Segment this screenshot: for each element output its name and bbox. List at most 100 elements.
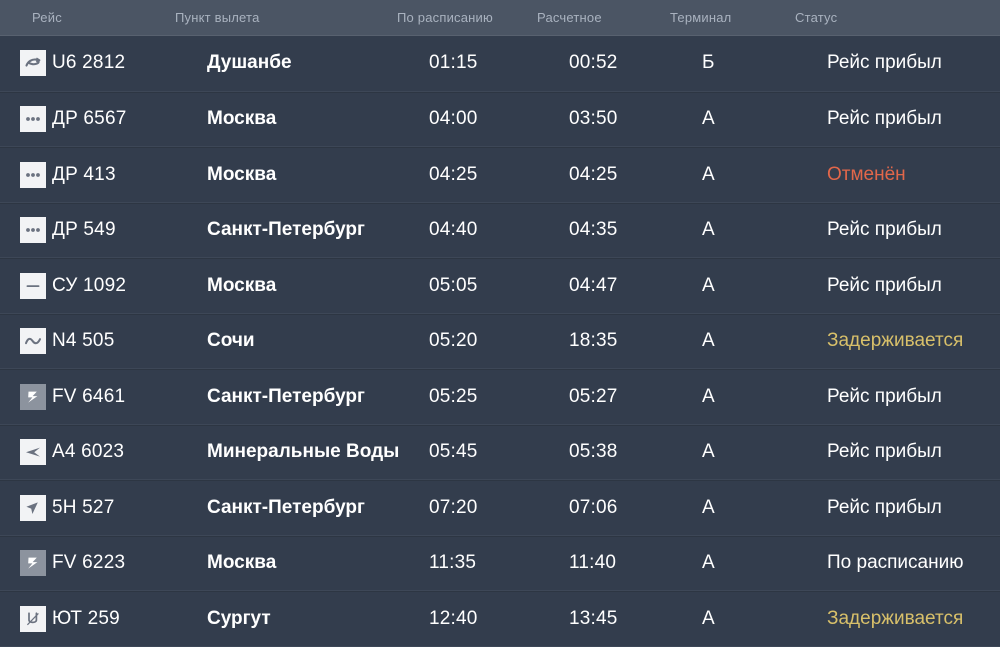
terminal-code: А (702, 163, 715, 185)
column-header-terminal: Терминал (670, 10, 732, 25)
table-row[interactable]: ЮТ 259 Сургут 12:40 13:45 А Задерживается (0, 591, 1000, 647)
status-badge: Рейс прибыл (827, 441, 942, 463)
azimuth-triangle-icon (20, 439, 46, 466)
airline-logo-cell (20, 161, 46, 188)
origin-city: Москва (207, 552, 277, 574)
flight-number: FV 6461 (52, 385, 126, 407)
origin-city: Санкт-Петербург (207, 496, 365, 518)
table-row[interactable]: 5H 527 Санкт-Петербург 07:20 07:06 А Рейс при… (0, 480, 1000, 536)
terminal-code: А (702, 607, 715, 629)
status-badge: Рейс прибыл (827, 385, 942, 407)
rossiya-r-icon (20, 383, 46, 410)
airline-logo-cell (20, 494, 46, 521)
scheduled-time: 04:40 (429, 219, 478, 241)
estimated-time: 03:50 (569, 108, 618, 130)
airline-logo-cell (20, 383, 46, 410)
status-badge: Задерживается (827, 330, 964, 352)
terminal-code: А (702, 552, 715, 574)
ural-airlines-swoosh-icon (20, 50, 46, 77)
airline-logo-cell (20, 106, 46, 133)
utair-u-icon (20, 605, 46, 632)
origin-city: Сочи (207, 330, 255, 352)
terminal-code: А (702, 385, 715, 407)
origin-city: Санкт-Петербург (207, 219, 365, 241)
table-row[interactable]: ДР 413 Москва 04:25 04:25 А Отменён (0, 147, 1000, 203)
table-row[interactable]: ДР 549 Санкт-Петербург 04:40 04:35 А Рейс при… (0, 202, 1000, 258)
estimated-time: 05:38 (569, 441, 618, 463)
terminal-code: А (702, 108, 715, 130)
table-row[interactable]: N4 505 Сочи 05:20 18:35 А Задерживается (0, 313, 1000, 369)
status-badge: Рейс прибыл (827, 274, 942, 296)
three-dots-icon (20, 106, 46, 133)
table-row[interactable]: FV 6223 Москва 11:35 11:40 А По расписанию (0, 535, 1000, 591)
estimated-time: 18:35 (569, 330, 618, 352)
status-badge: Рейс прибыл (827, 496, 942, 518)
aeroflot-dash-icon (20, 272, 46, 299)
estimated-time: 07:06 (569, 496, 618, 518)
table-row[interactable]: A4 6023 Минеральные Воды 05:45 05:38 А Рейс п… (0, 424, 1000, 480)
column-header-schedule: По расписанию (397, 10, 493, 25)
flight-number: U6 2812 (52, 52, 126, 74)
scheduled-time: 04:25 (429, 163, 478, 185)
diagonal-arrow-icon (20, 494, 46, 521)
status-badge: Задерживается (827, 607, 964, 629)
scheduled-time: 12:40 (429, 607, 478, 629)
table-header-row: Рейс Пункт вылета По расписанию Расчетно… (0, 0, 1000, 36)
estimated-time: 05:27 (569, 385, 618, 407)
origin-city: Москва (207, 163, 277, 185)
flight-number: ЮТ 259 (52, 607, 120, 629)
status-badge: Рейс прибыл (827, 52, 942, 74)
status-badge: По расписанию (827, 552, 964, 574)
terminal-code: А (702, 219, 715, 241)
flight-number: A4 6023 (52, 441, 125, 463)
airline-logo-cell (20, 50, 46, 77)
scheduled-time: 05:25 (429, 385, 478, 407)
status-badge: Отменён (827, 163, 906, 185)
terminal-code: Б (702, 52, 715, 74)
origin-city: Москва (207, 274, 277, 296)
airline-logo-cell (20, 217, 46, 244)
airline-logo-cell (20, 605, 46, 632)
table-row[interactable]: СУ 1092 Москва 05:05 04:47 А Рейс прибыл (0, 258, 1000, 314)
wave-icon (20, 328, 46, 355)
flight-number: ДР 549 (52, 219, 116, 241)
flight-number: ДР 413 (52, 163, 116, 185)
status-badge: Рейс прибыл (827, 219, 942, 241)
scheduled-time: 11:35 (429, 552, 477, 574)
scheduled-time: 05:05 (429, 274, 478, 296)
airline-logo-cell (20, 550, 46, 577)
rossiya-r-icon (20, 550, 46, 577)
airline-logo-cell (20, 439, 46, 466)
terminal-code: А (702, 441, 715, 463)
airline-logo-cell (20, 328, 46, 355)
flight-number: FV 6223 (52, 552, 126, 574)
scheduled-time: 04:00 (429, 108, 478, 130)
estimated-time: 00:52 (569, 52, 618, 74)
flight-number: 5H 527 (52, 496, 115, 518)
three-dots-icon (20, 217, 46, 244)
flight-number: ДР 6567 (52, 108, 127, 130)
scheduled-time: 05:45 (429, 441, 478, 463)
flight-number: СУ 1092 (52, 274, 127, 296)
origin-city: Минеральные Воды (207, 441, 400, 463)
scheduled-time: 07:20 (429, 496, 478, 518)
column-header-status: Статус (795, 10, 838, 25)
estimated-time: 11:40 (569, 552, 617, 574)
terminal-code: А (702, 496, 715, 518)
table-row[interactable]: ДР 6567 Москва 04:00 03:50 А Рейс прибыл (0, 91, 1000, 147)
table-row[interactable]: FV 6461 Санкт-Петербург 05:25 05:27 А Рейс пр… (0, 369, 1000, 425)
origin-city: Душанбе (207, 52, 292, 74)
terminal-code: А (702, 330, 715, 352)
origin-city: Сургут (207, 607, 271, 629)
estimated-time: 04:25 (569, 163, 618, 185)
estimated-time: 13:45 (569, 607, 618, 629)
origin-city: Санкт-Петербург (207, 385, 365, 407)
flight-number: N4 505 (52, 330, 115, 352)
flight-rows: U6 2812 Душанбе 01:15 00:52 Б Рейс прибыл ДР 6… (0, 36, 1000, 647)
estimated-time: 04:35 (569, 219, 618, 241)
origin-city: Москва (207, 108, 277, 130)
scheduled-time: 05:20 (429, 330, 478, 352)
table-row[interactable]: U6 2812 Душанбе 01:15 00:52 Б Рейс прибыл (0, 36, 1000, 92)
scheduled-time: 01:15 (429, 52, 478, 74)
